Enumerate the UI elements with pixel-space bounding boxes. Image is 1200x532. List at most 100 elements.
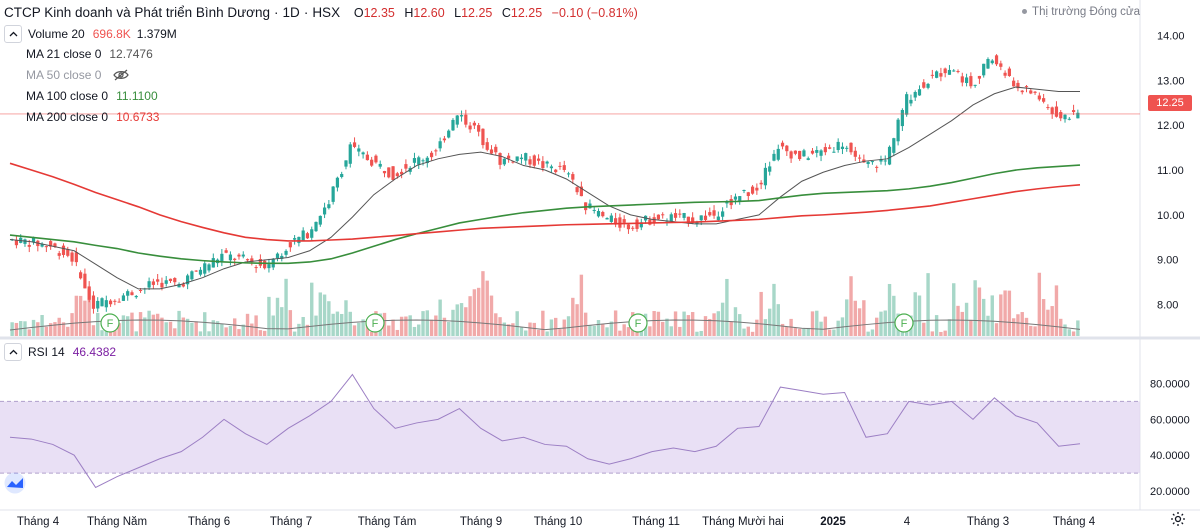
volume-bar — [352, 325, 357, 336]
volume-bar — [284, 278, 288, 336]
rsi-label[interactable]: RSI 14 — [28, 345, 65, 359]
candle-body — [74, 252, 78, 263]
volume-bar — [571, 297, 575, 336]
candle-body — [434, 150, 438, 152]
candle-body — [699, 215, 703, 221]
volume-bar — [78, 295, 83, 336]
volume-bar — [489, 295, 494, 336]
volume-bar — [408, 315, 412, 336]
candle-body — [507, 155, 511, 159]
time-tick-label: Tháng Mười hai — [702, 516, 784, 528]
candle-body — [1029, 90, 1033, 94]
volume-bar — [511, 323, 515, 336]
candle-body — [468, 125, 472, 130]
volume-bar — [583, 312, 588, 336]
symbol-name[interactable]: CTCP Kinh doanh và Phát triển Bình Dương — [4, 5, 271, 20]
interval[interactable]: 1D — [282, 5, 300, 20]
chevron-up-icon[interactable] — [4, 343, 22, 361]
earnings-marker-letter: F — [107, 318, 114, 330]
volume-bar — [1041, 299, 1046, 336]
candle-body — [207, 264, 211, 271]
ma200-legend: MA 200 close 0 10.6733 — [26, 110, 159, 124]
low-label: L — [454, 6, 462, 20]
volume-bar — [10, 322, 14, 336]
earnings-marker-icon — [100, 313, 120, 333]
volume-bar — [768, 308, 772, 336]
price-tick-label: 8.00 — [1157, 300, 1178, 312]
ma200-label[interactable]: MA 200 close 0 — [26, 110, 109, 124]
candle-body — [626, 224, 631, 230]
candle-body — [609, 215, 613, 222]
candle-body — [541, 161, 545, 169]
candle-body — [250, 258, 254, 263]
rsi-legend: RSI 14 46.4382 — [4, 343, 116, 361]
candle-body — [280, 255, 284, 259]
volume-bar — [280, 307, 284, 336]
candle-body — [237, 254, 241, 257]
candle-body — [536, 158, 541, 161]
volume-bar — [686, 315, 691, 336]
volume-bar — [1071, 331, 1076, 336]
candle-body — [425, 157, 429, 164]
candle-body — [982, 63, 986, 76]
candle-body — [605, 218, 609, 220]
volume-bar — [1020, 312, 1024, 336]
volume-bar — [673, 311, 678, 336]
rsi-tick-label: 80.0000 — [1150, 379, 1190, 391]
candle-body — [1024, 86, 1029, 88]
candle-body — [750, 186, 755, 194]
volume-bar — [827, 329, 832, 336]
time-tick-label: Tháng 9 — [460, 516, 502, 528]
candle-body — [785, 145, 789, 152]
candle-body — [943, 68, 947, 74]
volume-bar — [412, 326, 417, 336]
volume-bar — [947, 319, 952, 336]
volume-bar — [459, 303, 464, 336]
volume-bar — [288, 310, 293, 336]
ma100-label[interactable]: MA 100 close 0 — [26, 89, 109, 103]
tradingview-logo-icon[interactable] — [4, 472, 26, 494]
volume-bar — [682, 311, 686, 336]
volume-bar — [421, 311, 425, 336]
volume-bar — [887, 283, 892, 336]
candle-body — [14, 239, 19, 246]
volume-bar — [939, 331, 943, 336]
candle-body — [121, 295, 126, 301]
volume-bar — [262, 330, 267, 336]
volume-bar — [472, 289, 477, 336]
volume-label[interactable]: Volume 20 — [28, 27, 85, 41]
volume-bar — [648, 326, 652, 336]
volume-bar — [417, 324, 421, 336]
volume-bar — [990, 295, 994, 336]
candle-body — [447, 130, 451, 138]
volume-bar — [1054, 285, 1059, 336]
gear-icon[interactable] — [1170, 511, 1186, 527]
candle-body — [652, 217, 656, 224]
volume-bar — [622, 324, 626, 336]
candle-body — [866, 161, 870, 165]
volume-bar — [1033, 326, 1037, 336]
candle-body — [263, 260, 267, 269]
volume-bar — [892, 295, 896, 336]
ma50-label[interactable]: MA 50 close 0 — [26, 68, 102, 82]
candle-body — [228, 254, 233, 261]
candle-body — [233, 258, 237, 260]
volume-bar — [566, 316, 571, 336]
candle-body — [241, 254, 245, 257]
candle-body — [554, 169, 558, 173]
candle-body — [887, 146, 892, 165]
earnings-marker-icon — [628, 313, 648, 333]
ma21-label[interactable]: MA 21 close 0 — [26, 47, 102, 61]
chevron-up-icon[interactable] — [4, 25, 22, 43]
volume-bar — [823, 316, 828, 336]
eye-off-icon[interactable] — [113, 69, 130, 81]
volume-legend: Volume 20 696.8K 1.379M — [4, 25, 177, 43]
candle-body — [284, 250, 288, 255]
candle-body — [130, 292, 134, 296]
time-tick-label: Tháng 7 — [270, 516, 312, 528]
change-value: −0.10 (−0.81%) — [551, 6, 638, 20]
volume-bar — [943, 330, 947, 336]
candle-body — [524, 153, 528, 161]
separator-dot: · — [303, 5, 309, 20]
